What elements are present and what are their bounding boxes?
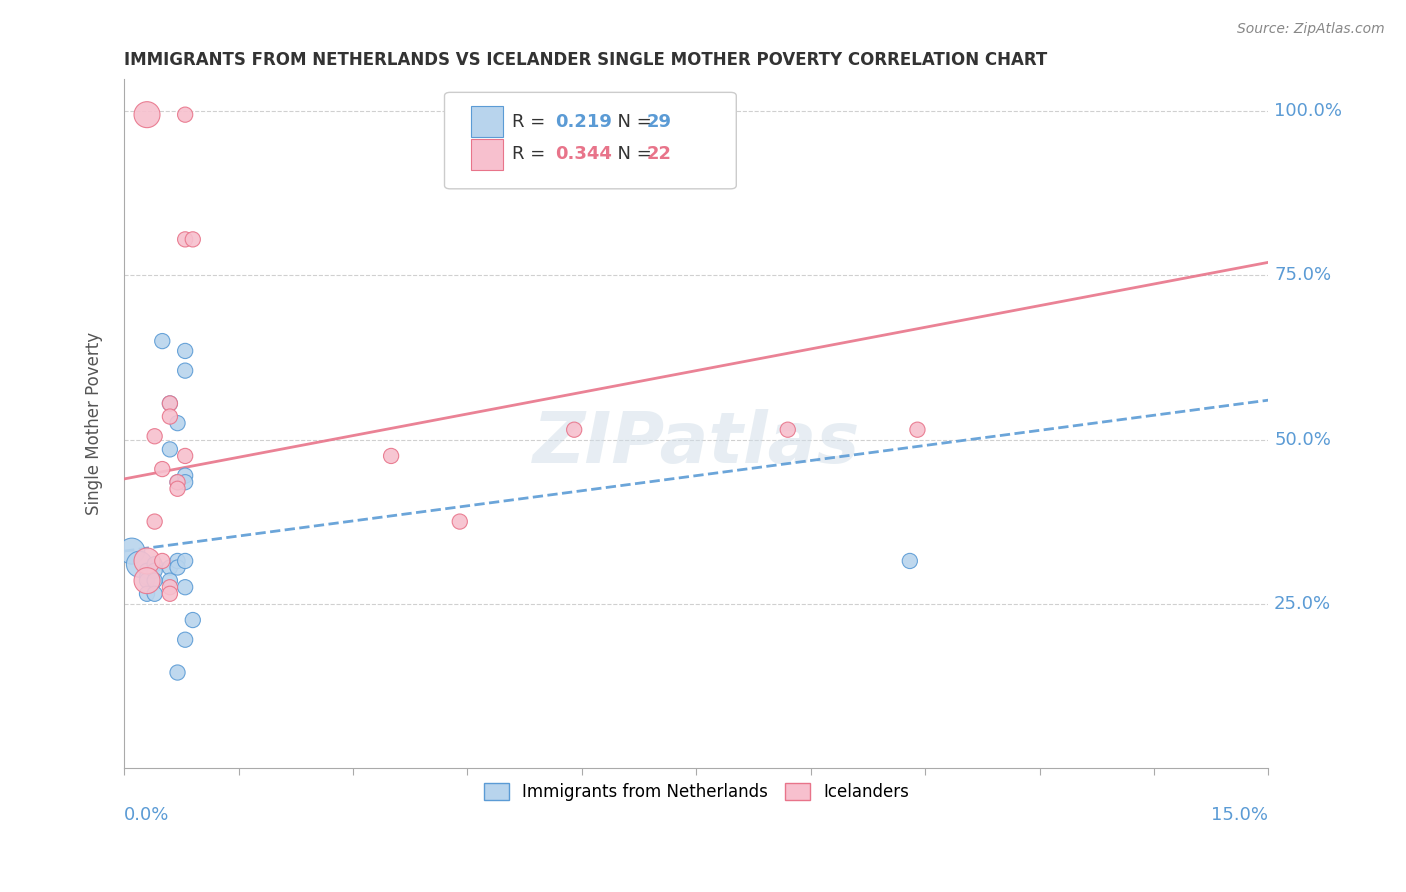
Point xyxy=(898,554,921,568)
FancyBboxPatch shape xyxy=(444,93,737,189)
Text: 0.0%: 0.0% xyxy=(124,805,170,823)
Point xyxy=(907,423,929,437)
Point xyxy=(174,468,197,483)
Point xyxy=(174,108,197,122)
Text: 50.0%: 50.0% xyxy=(1274,431,1331,449)
Text: Source: ZipAtlas.com: Source: ZipAtlas.com xyxy=(1237,22,1385,37)
Point xyxy=(159,396,181,410)
Point xyxy=(143,564,166,578)
Point xyxy=(143,429,166,443)
Point xyxy=(121,544,143,558)
Point xyxy=(143,515,166,529)
Point xyxy=(143,587,166,601)
Text: 15.0%: 15.0% xyxy=(1212,805,1268,823)
Point xyxy=(159,442,181,457)
Point xyxy=(166,554,188,568)
Point xyxy=(150,462,173,476)
Point xyxy=(174,580,197,594)
Point xyxy=(174,232,197,246)
Point xyxy=(159,409,181,424)
Point xyxy=(143,574,166,588)
Point xyxy=(174,475,197,490)
Point xyxy=(159,574,181,588)
Text: N =: N = xyxy=(606,145,658,163)
Text: R =: R = xyxy=(512,113,551,131)
Text: 22: 22 xyxy=(647,145,672,163)
Point xyxy=(150,334,173,348)
FancyBboxPatch shape xyxy=(471,106,503,137)
Point xyxy=(136,574,159,588)
Point xyxy=(128,558,150,572)
Point xyxy=(174,343,197,358)
Point xyxy=(143,558,166,572)
Legend: Immigrants from Netherlands, Icelanders: Immigrants from Netherlands, Icelanders xyxy=(477,776,915,807)
Point xyxy=(159,587,181,601)
Point xyxy=(174,554,197,568)
Point xyxy=(166,665,188,680)
Point xyxy=(776,423,799,437)
Point xyxy=(166,482,188,496)
Text: 29: 29 xyxy=(647,113,672,131)
Text: 75.0%: 75.0% xyxy=(1274,267,1331,285)
Point xyxy=(166,560,188,574)
Point xyxy=(174,449,197,463)
Text: N =: N = xyxy=(606,113,658,131)
Text: 0.219: 0.219 xyxy=(555,113,613,131)
Point xyxy=(380,449,402,463)
Point xyxy=(166,475,188,490)
Point xyxy=(136,587,159,601)
Text: 25.0%: 25.0% xyxy=(1274,595,1331,613)
Y-axis label: Single Mother Poverty: Single Mother Poverty xyxy=(86,332,103,515)
Point xyxy=(449,515,471,529)
Point xyxy=(136,564,159,578)
Point xyxy=(136,574,159,588)
Point xyxy=(181,232,204,246)
Point xyxy=(136,554,159,568)
Text: ZIPatlas: ZIPatlas xyxy=(533,409,860,478)
Point xyxy=(174,364,197,378)
Point xyxy=(159,560,181,574)
Point xyxy=(159,396,181,410)
FancyBboxPatch shape xyxy=(471,139,503,169)
Point xyxy=(136,108,159,122)
Text: IMMIGRANTS FROM NETHERLANDS VS ICELANDER SINGLE MOTHER POVERTY CORRELATION CHART: IMMIGRANTS FROM NETHERLANDS VS ICELANDER… xyxy=(124,51,1047,69)
Point xyxy=(166,416,188,430)
Point xyxy=(174,632,197,647)
Point xyxy=(181,613,204,627)
Text: R =: R = xyxy=(512,145,551,163)
Point xyxy=(166,475,188,490)
Point xyxy=(136,570,159,584)
Text: 0.344: 0.344 xyxy=(555,145,613,163)
Point xyxy=(562,423,585,437)
Point xyxy=(150,554,173,568)
Point xyxy=(159,580,181,594)
Text: 100.0%: 100.0% xyxy=(1274,103,1343,120)
